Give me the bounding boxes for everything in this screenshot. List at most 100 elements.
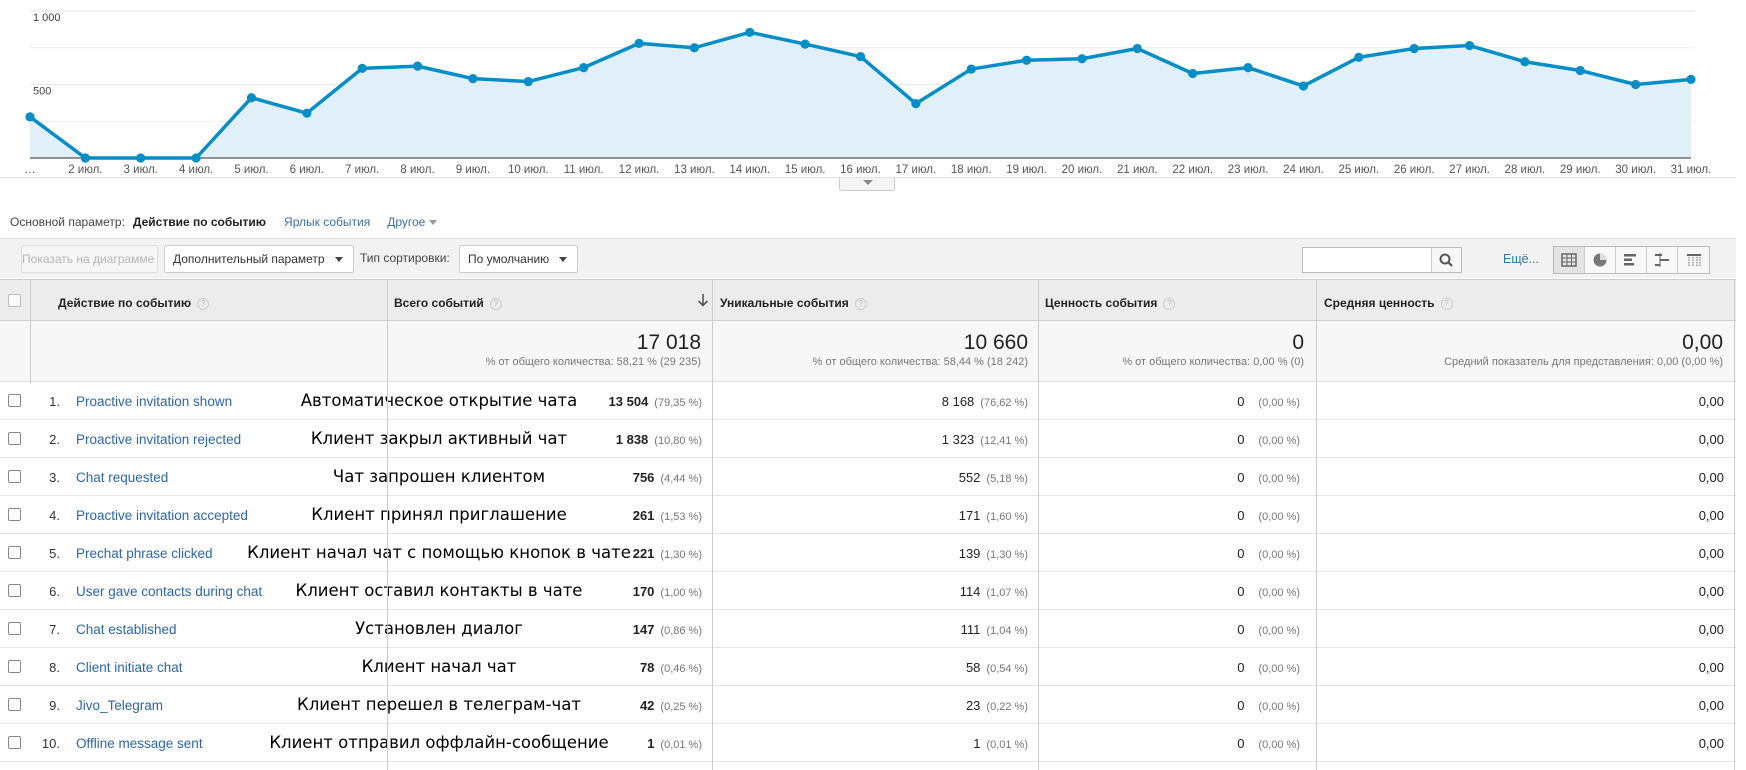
row-checkbox[interactable] bbox=[8, 508, 21, 521]
x-tick-label: 18 июл. bbox=[951, 164, 992, 176]
event-value-percent: (0,00 %) bbox=[1258, 587, 1300, 599]
total-events-cell: 221 (1,30 %) bbox=[633, 546, 702, 561]
row-checkbox[interactable] bbox=[8, 394, 21, 407]
total-events-number: 221 bbox=[632, 546, 655, 561]
row-checkbox[interactable] bbox=[8, 736, 21, 749]
event-value-cell: 0 (0,00 %) bbox=[1237, 546, 1300, 561]
row-checkbox[interactable] bbox=[8, 660, 21, 673]
row-checkbox[interactable] bbox=[8, 470, 21, 483]
event-annotation: Клиент закрыл активный чат bbox=[310, 429, 568, 448]
comparison-view-button[interactable] bbox=[1647, 247, 1678, 273]
dropdown-arrow-icon bbox=[559, 257, 568, 263]
table-search-input[interactable] bbox=[1302, 247, 1462, 273]
data-point bbox=[1132, 43, 1142, 54]
row-checkbox[interactable] bbox=[8, 698, 21, 711]
row-checkbox[interactable] bbox=[8, 546, 21, 559]
col-header-label: Средняя ценность bbox=[1324, 296, 1435, 310]
event-action-link[interactable]: Chat requested bbox=[76, 470, 169, 485]
pivot-view-button[interactable] bbox=[1678, 247, 1709, 273]
series-area bbox=[30, 32, 1691, 158]
select-all-checkbox[interactable] bbox=[8, 294, 21, 307]
event-action-link[interactable]: Prechat phrase clicked bbox=[76, 546, 213, 561]
data-table-view-button[interactable] bbox=[1554, 247, 1585, 273]
unique-events-number: 58 bbox=[965, 660, 981, 675]
help-icon[interactable]: ? bbox=[854, 298, 867, 310]
total-events-number: 170 bbox=[632, 584, 655, 599]
help-icon[interactable]: ? bbox=[197, 298, 210, 310]
event-action-link[interactable]: Proactive invitation shown bbox=[76, 394, 233, 409]
unique-events-number: 111 bbox=[960, 622, 981, 637]
event-value-percent: (0,00 %) bbox=[1258, 473, 1300, 485]
x-tick-label: 3 июл. bbox=[124, 164, 158, 176]
comparison-icon bbox=[1655, 253, 1669, 267]
col-header-total-events[interactable]: Всего событий? bbox=[394, 280, 502, 321]
row-checkbox[interactable] bbox=[8, 622, 21, 635]
col-header-event-action[interactable]: Действие по событию? bbox=[58, 280, 210, 321]
total-events-cell: 1 (0,01 %) bbox=[647, 736, 702, 751]
row-checkbox[interactable] bbox=[8, 432, 21, 445]
total-events-number: 756 bbox=[632, 470, 655, 485]
help-icon[interactable]: ? bbox=[1440, 298, 1453, 310]
unique-events-number: 1 bbox=[973, 736, 981, 751]
dimension-event-label[interactable]: Ярлык события bbox=[284, 215, 371, 229]
unique-events-number: 139 bbox=[958, 546, 981, 561]
data-point bbox=[1464, 40, 1475, 51]
data-point bbox=[579, 62, 589, 73]
col-header-unique-events[interactable]: Уникальные события? bbox=[720, 280, 867, 321]
data-point bbox=[1686, 74, 1696, 84]
column-divider bbox=[1316, 279, 1317, 770]
unique-events-cell: 58 (0,54 %) bbox=[966, 660, 1028, 675]
row-index: 1. bbox=[49, 394, 60, 409]
row-checkbox[interactable] bbox=[8, 584, 21, 597]
avg-value-cell: 0,00 bbox=[1698, 736, 1724, 751]
row-index: 3. bbox=[49, 470, 60, 485]
search-button[interactable] bbox=[1431, 248, 1461, 272]
performance-view-button[interactable] bbox=[1616, 247, 1647, 273]
unique-events-number: 1 323 bbox=[941, 432, 975, 447]
data-point bbox=[468, 74, 478, 84]
totals-row: 17 018 % от общего количества: 58,21 % (… bbox=[0, 321, 1736, 382]
x-tick-label: 29 июл. bbox=[1560, 164, 1601, 176]
event-action-link[interactable]: Client initiate chat bbox=[76, 660, 183, 675]
event-action-link[interactable]: Offline message sent bbox=[76, 736, 203, 751]
more-options-link[interactable]: Ещё... bbox=[1503, 252, 1539, 266]
dimension-other-dropdown[interactable]: Другое bbox=[387, 215, 438, 229]
secondary-dimension-dropdown[interactable]: Дополнительный параметр bbox=[164, 245, 354, 273]
col-header-event-value[interactable]: Ценность события? bbox=[1045, 280, 1176, 321]
event-annotation: Клиент начал чат bbox=[361, 657, 517, 676]
primary-dimension-bar: Основной параметр: Действие по событию Я… bbox=[10, 215, 454, 229]
total-events-cell: 147 (0,86 %) bbox=[633, 622, 702, 637]
help-icon[interactable]: ? bbox=[489, 298, 502, 310]
total-events-percent: (0,25 %) bbox=[660, 701, 702, 713]
total-events-number: 261 bbox=[632, 508, 655, 523]
event-value-number: 0 bbox=[1237, 546, 1245, 561]
table-header: Действие по событию? Всего событий? Уник… bbox=[0, 279, 1736, 321]
x-tick-label: 16 июл. bbox=[840, 164, 881, 176]
collapse-chart-toggle[interactable] bbox=[839, 178, 895, 191]
event-action-link[interactable]: Jivo_Telegram bbox=[76, 698, 164, 713]
percentage-view-button[interactable] bbox=[1585, 247, 1616, 273]
event-action-link[interactable]: Chat established bbox=[76, 622, 177, 637]
avg-value-cell: 0,00 bbox=[1698, 584, 1724, 599]
sort-type-dropdown[interactable]: По умолчанию bbox=[459, 245, 578, 273]
event-value-cell: 0 (0,00 %) bbox=[1237, 470, 1300, 485]
event-action-link[interactable]: Proactive invitation rejected bbox=[76, 432, 242, 447]
total-events-percent: (0,46 %) bbox=[660, 663, 702, 675]
data-point bbox=[800, 39, 810, 49]
col-header-avg-value[interactable]: Средняя ценность? bbox=[1324, 280, 1453, 321]
unique-events-percent: (0,22 %) bbox=[986, 701, 1028, 713]
x-tick-label: 17 июл. bbox=[896, 164, 937, 176]
x-tick-label: … bbox=[24, 164, 36, 176]
unique-events-value: 10 660 bbox=[963, 331, 1028, 354]
event-action-link[interactable]: User gave contacts during chat bbox=[76, 584, 263, 599]
x-tick-label: 4 июл. bbox=[179, 164, 213, 176]
help-icon[interactable]: ? bbox=[1163, 298, 1176, 310]
event-action-link[interactable]: Proactive invitation accepted bbox=[76, 508, 248, 523]
y-tick-label: 500 bbox=[33, 86, 51, 98]
plot-rows-button[interactable]: Показать на диаграмме bbox=[21, 245, 158, 273]
sort-type-label: Тип сортировки: bbox=[360, 251, 450, 265]
event-value-cell: 0 (0,00 %) bbox=[1237, 622, 1300, 637]
chevron-down-icon bbox=[863, 180, 873, 185]
unique-events-cell: 139 (1,30 %) bbox=[959, 546, 1028, 561]
dimension-event-action[interactable]: Действие по событию bbox=[132, 215, 267, 229]
